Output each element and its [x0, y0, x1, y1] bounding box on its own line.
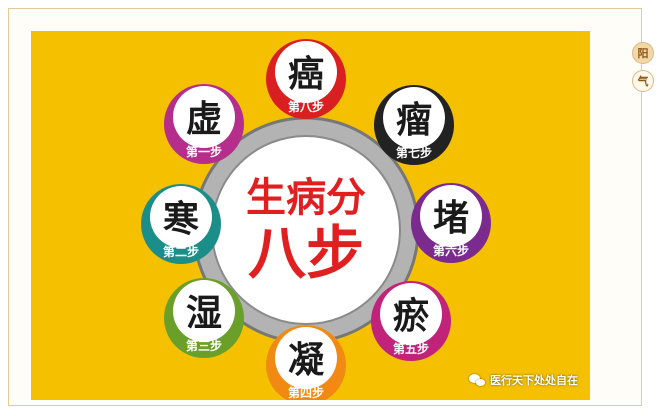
side-tab-yang[interactable]: 阳	[632, 42, 654, 64]
step-char: 堵	[433, 198, 469, 239]
step-char: 虚	[186, 99, 222, 140]
step-label: 第六步	[433, 243, 469, 258]
center-title-line1: 生病分	[246, 175, 366, 221]
watermark: 医行天下处处自在	[469, 372, 578, 388]
center-title-line2: 八步	[248, 219, 364, 287]
side-tab-qi[interactable]: 气	[632, 70, 654, 92]
step-label: 第八步	[288, 99, 324, 114]
step-label: 第四步	[288, 385, 324, 400]
step-label: 第五步	[393, 341, 429, 356]
step-char: 瘀	[393, 295, 429, 337]
eight-steps-poster[interactable]: 生病分 八步 虚第一步寒第二步湿第三步凝第四步瘀第五步堵第六步瘤第七步癌第八步 …	[31, 31, 590, 400]
step-node-face	[383, 87, 445, 149]
step-node-face	[275, 327, 337, 389]
step-char: 凝	[288, 340, 324, 381]
step-node-face	[420, 185, 482, 247]
step-node-face	[173, 86, 235, 148]
step-char: 瘤	[396, 100, 432, 141]
step-node-face	[173, 280, 235, 342]
step-node-face	[275, 41, 337, 103]
step-label: 第二步	[163, 244, 199, 259]
step-node-face	[150, 186, 212, 248]
step-char: 寒	[163, 199, 199, 240]
step-char: 癌	[288, 54, 324, 95]
step-label: 第七步	[396, 145, 432, 160]
watermark-text: 医行天下处处自在	[490, 374, 578, 387]
article-image-frame: 生病分 八步 虚第一步寒第二步湿第三步凝第四步瘀第五步堵第六步瘤第七步癌第八步 …	[8, 8, 642, 406]
step-node-face	[380, 283, 442, 345]
step-label: 第一步	[186, 144, 222, 159]
side-tabs: 阳 气	[632, 42, 654, 92]
step-char: 湿	[186, 293, 222, 334]
step-label: 第三步	[186, 338, 222, 353]
wechat-icon	[469, 373, 485, 387]
